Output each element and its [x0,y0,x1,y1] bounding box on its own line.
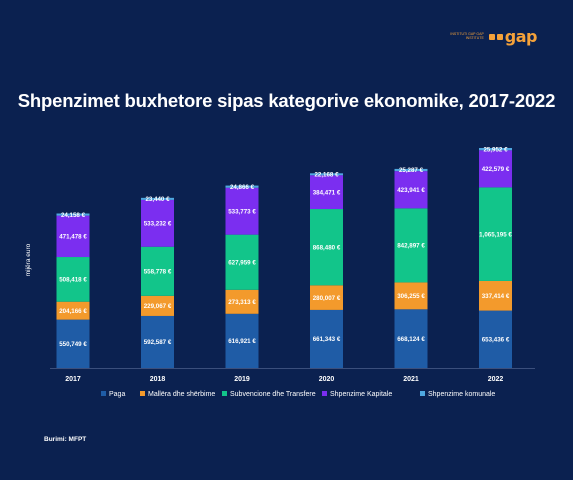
bar-segment [394,168,428,172]
bar-segment [225,187,259,235]
data-label: 668,124 € [397,336,425,343]
data-label: 533,773 € [228,208,256,215]
x-tick-label: 2022 [488,376,504,383]
x-tick-label: 2020 [319,376,335,383]
gap-institute-logo: INSTITUTI GAP GAP INSTITUTE gap [450,27,538,46]
bar-segment [141,315,174,368]
bar-segment [479,150,512,188]
logo-squares-icon [488,34,503,40]
bar-segment [394,309,428,368]
data-label: 384,471 € [313,189,341,196]
legend-label: Shpenzime komunale [428,391,495,398]
data-label: 558,778 € [144,268,172,275]
data-label: 868,480 € [313,244,341,251]
bar-segment [225,313,259,368]
x-tick-label: 2019 [234,376,250,383]
bar-segment [141,246,174,296]
bar-segment [394,208,428,283]
data-label: 229,067 € [144,303,172,310]
bar-segment [479,280,512,311]
data-label: 508,418 € [59,277,87,284]
legend-swatch [420,391,425,396]
data-label: 661,343 € [313,336,341,343]
legend-label: Mallëra dhe shërbime [148,391,215,398]
data-label: 422,579 € [482,166,510,173]
legend-label: Shpenzime Kapitale [330,391,392,398]
data-label: 23,440 € [145,196,170,203]
x-tick-label: 2021 [403,376,419,383]
bar-segment [310,209,343,286]
bar-segment [56,301,90,320]
x-tick-label: 2018 [150,376,166,383]
y-axis-label: mijëra euro [25,243,32,276]
bar-segment [56,215,90,258]
bar-segment [479,187,512,281]
data-label: 627,959 € [228,259,256,266]
data-label: 280,007 € [313,295,341,302]
bar-segment [56,319,90,368]
data-label: 550,749 € [59,341,87,348]
data-label: 533,232 € [144,221,172,228]
bar-segment [479,310,512,368]
legend-label: Subvencione dhe Transfere [230,391,316,398]
legend-label: Paga [109,391,125,398]
legend-swatch [322,391,327,396]
bar-segment [310,175,343,210]
data-label: 306,255 € [397,293,425,300]
data-label: 1,065,195 € [479,231,512,238]
data-label: 337,414 € [482,293,510,300]
data-label: 592,587 € [144,339,172,346]
bar-segment [56,213,90,216]
legend-swatch [101,391,106,396]
logo-wordmark: gap [504,27,538,46]
data-label: 22,168 € [314,171,339,178]
bar-segment [310,285,343,310]
data-label: 204,166 € [59,308,87,315]
x-tick-label: 2017 [65,376,81,383]
bar-segment [225,185,259,188]
data-label: 25,952 € [483,146,508,153]
data-label: 471,478 € [59,234,87,241]
data-label: 423,941 € [397,187,425,194]
bar-segment [479,148,512,151]
bar-segment [225,234,259,290]
bar-segment [394,282,428,310]
data-label: 25,287 € [399,167,424,174]
bar-segment [225,289,259,314]
data-label: 653,436 € [482,337,510,344]
bar-segment [310,309,343,368]
chart-title: Shpenzimet buxhetore sipas kategorive ek… [17,90,556,111]
legend-swatch [222,391,227,396]
bar-segment [141,199,174,247]
bar-segment [310,173,343,176]
data-label: 273,313 € [228,299,256,306]
logo-tagline: INSTITUTI GAP GAP INSTITUTE [450,32,484,40]
data-label: 616,921 € [228,338,256,345]
bar-segment [141,197,174,200]
bar-segment [141,295,174,316]
data-label: 842,897 € [397,243,425,250]
source-note: Burimi: MFPT [44,436,87,443]
data-label: 24,866 € [230,184,255,191]
bar-segment [56,257,90,302]
data-label: 24,158 € [61,212,86,219]
legend-swatch [140,391,145,396]
bar-segment [394,171,428,209]
